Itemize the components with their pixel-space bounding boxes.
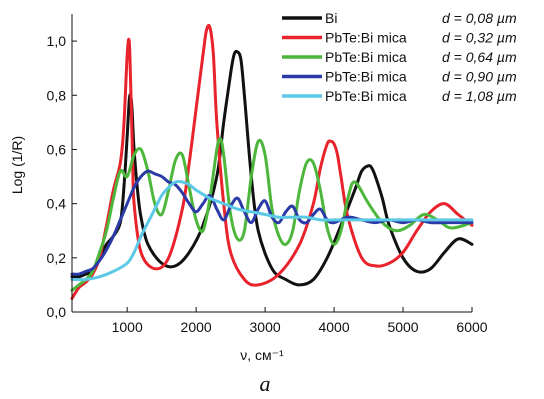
- x-tick-label: 5000: [387, 319, 418, 335]
- legend-thickness-label: d = 0,08 µm: [442, 10, 517, 26]
- legend-sample-label: Bi: [325, 10, 337, 26]
- series-line-3: [70, 136, 474, 292]
- y-tick-label: 0,2: [47, 250, 67, 266]
- legend-thickness-label: d = 0,64 µm: [442, 49, 517, 65]
- legend-sample-label: PbTe:Bi mica: [325, 69, 407, 85]
- x-tick-label: 6000: [456, 319, 487, 335]
- y-tick-label: 0,0: [47, 304, 67, 320]
- panel-label: a: [260, 371, 271, 394]
- legend-sample-label: PbTe:Bi mica: [325, 30, 407, 46]
- series-line-5: [70, 179, 474, 282]
- legend-thickness-label: d = 0,32 µm: [442, 30, 517, 46]
- legend-thickness-label: d = 1,08 µm: [442, 88, 517, 104]
- x-tick-label: 4000: [318, 319, 349, 335]
- y-tick-label: 0,4: [47, 196, 67, 212]
- y-tick-label: 0,8: [47, 87, 67, 103]
- legend-sample-label: PbTe:Bi mica: [325, 88, 407, 104]
- x-tick-label: 1000: [112, 319, 143, 335]
- y-tick-label: 0,6: [47, 141, 67, 157]
- legend-thickness-label: d = 0,90 µm: [442, 69, 517, 85]
- legend-sample-label: PbTe:Bi mica: [325, 49, 407, 65]
- series-line-2: [70, 23, 474, 300]
- y-tick-label: 1,0: [47, 33, 67, 49]
- x-tick-label: 3000: [250, 319, 281, 335]
- series-line-1: [70, 49, 474, 287]
- y-axis-label: Log (1/R): [9, 136, 25, 194]
- x-tick-label: 2000: [181, 319, 212, 335]
- x-axis-label: ν, см⁻¹: [240, 347, 284, 363]
